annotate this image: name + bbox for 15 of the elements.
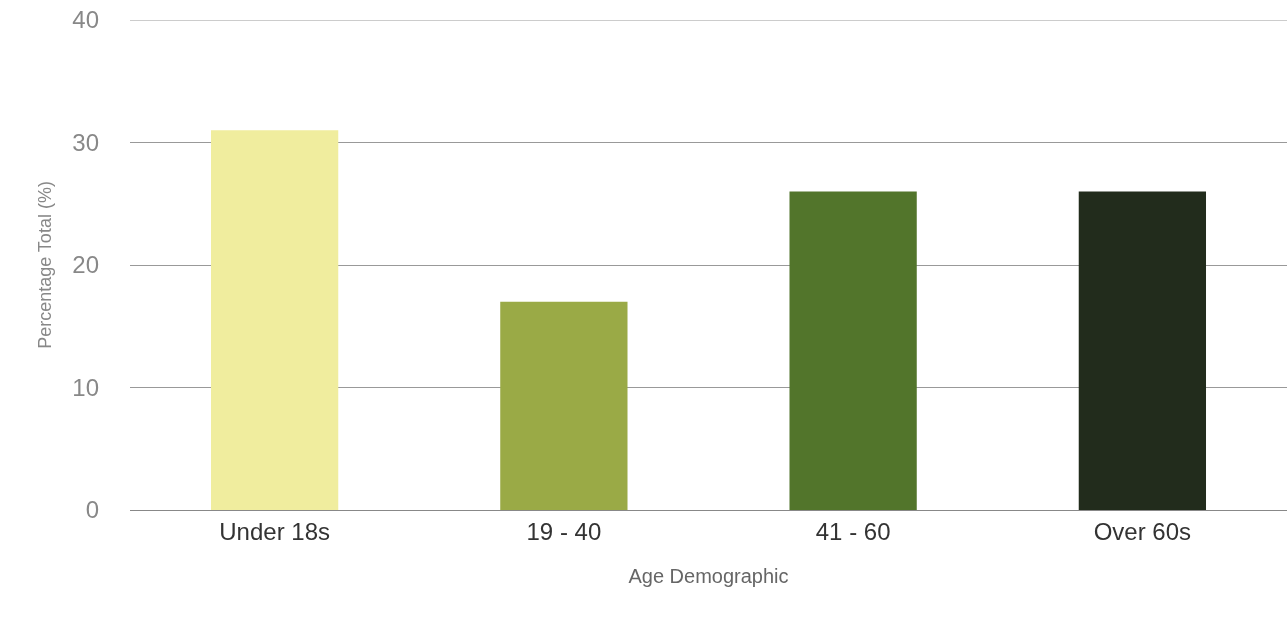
- bar: [1078, 191, 1207, 510]
- y-tick-label: 20: [72, 251, 99, 279]
- x-tick-label: 41 - 60: [815, 517, 891, 545]
- bar: [210, 130, 339, 510]
- x-tick-label: Over 60s: [1093, 517, 1192, 545]
- bar: [500, 301, 628, 510]
- y-tick-label: 10: [72, 373, 99, 401]
- y-tick-label: 0: [85, 496, 99, 524]
- y-axis-title: Percentage Total (%): [35, 181, 56, 349]
- x-tick-label: 19 - 40: [526, 517, 602, 545]
- bar: [789, 191, 917, 510]
- y-tick-label: 30: [72, 128, 99, 156]
- x-axis-title: Age Demographic: [628, 565, 789, 588]
- x-tick-label: Under 18s: [219, 517, 330, 545]
- y-tick-label: 40: [72, 6, 99, 34]
